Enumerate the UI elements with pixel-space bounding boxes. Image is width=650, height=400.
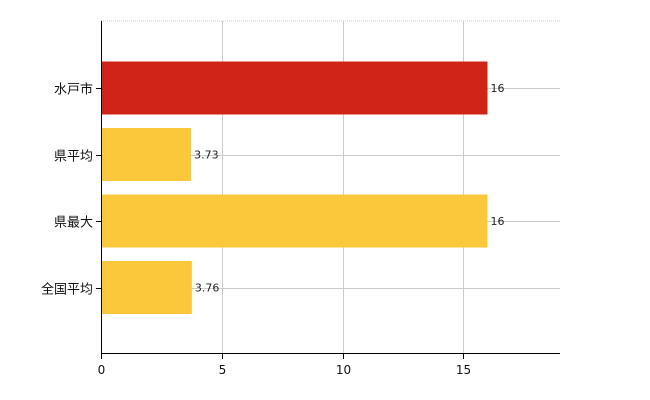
bar — [101, 61, 488, 115]
data-label: 16 — [491, 215, 505, 228]
data-label: 3.76 — [195, 282, 220, 295]
category-label: 県最大 — [54, 216, 93, 231]
data-label: 16 — [491, 82, 505, 95]
axes-layer — [96, 21, 560, 359]
x-tick-label: 5 — [219, 363, 227, 377]
bar — [101, 194, 488, 248]
bar — [101, 128, 192, 181]
x-tick-label: 0 — [98, 363, 106, 377]
bars-layer — [101, 61, 488, 314]
category-label: 水戸市 — [54, 82, 93, 98]
x-tick-label: 10 — [336, 363, 351, 377]
data-label: 3.73 — [194, 149, 219, 162]
bar — [101, 261, 192, 314]
category-label: 全国平均 — [41, 282, 93, 298]
category-label: 県平均 — [54, 150, 93, 165]
x-tick-label: 15 — [456, 363, 471, 377]
